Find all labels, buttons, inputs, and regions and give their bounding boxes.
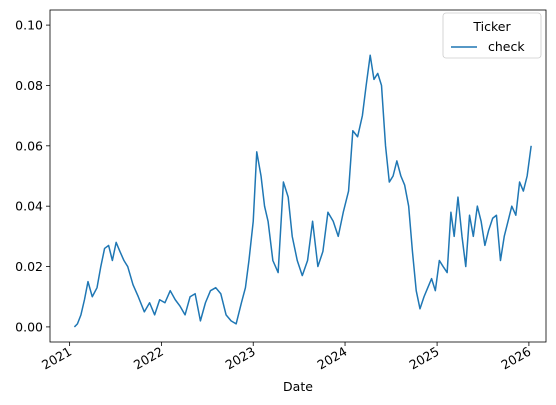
y-tick-label: 0.10 xyxy=(15,18,43,33)
series-line-check xyxy=(73,54,532,328)
y-axis: 0.00 0.02 0.04 0.06 0.08 0.10 xyxy=(15,18,50,334)
x-tick-label: 2026 xyxy=(498,344,533,373)
legend-entry-check: check xyxy=(488,39,525,54)
x-axis: 2021 2022 2023 2024 2025 2026 xyxy=(39,342,533,373)
x-tick-label: 2021 xyxy=(39,344,74,373)
x-tick-label: 2024 xyxy=(314,344,349,373)
x-tick-label: 2022 xyxy=(131,344,166,373)
y-tick-label: 0.08 xyxy=(15,78,43,93)
x-tick-label: 2025 xyxy=(407,344,442,373)
plot-area xyxy=(73,54,532,328)
legend: Ticker check xyxy=(442,12,542,59)
y-tick-label: 0.02 xyxy=(15,259,43,274)
y-tick-label: 0.06 xyxy=(15,138,43,153)
x-tick-label: 2023 xyxy=(223,344,258,373)
y-tick-label: 0.00 xyxy=(15,319,43,334)
y-tick-label: 0.04 xyxy=(15,199,43,214)
legend-title: Ticker xyxy=(472,19,511,34)
plot-frame xyxy=(49,9,547,343)
x-axis-label: Date xyxy=(283,379,313,394)
